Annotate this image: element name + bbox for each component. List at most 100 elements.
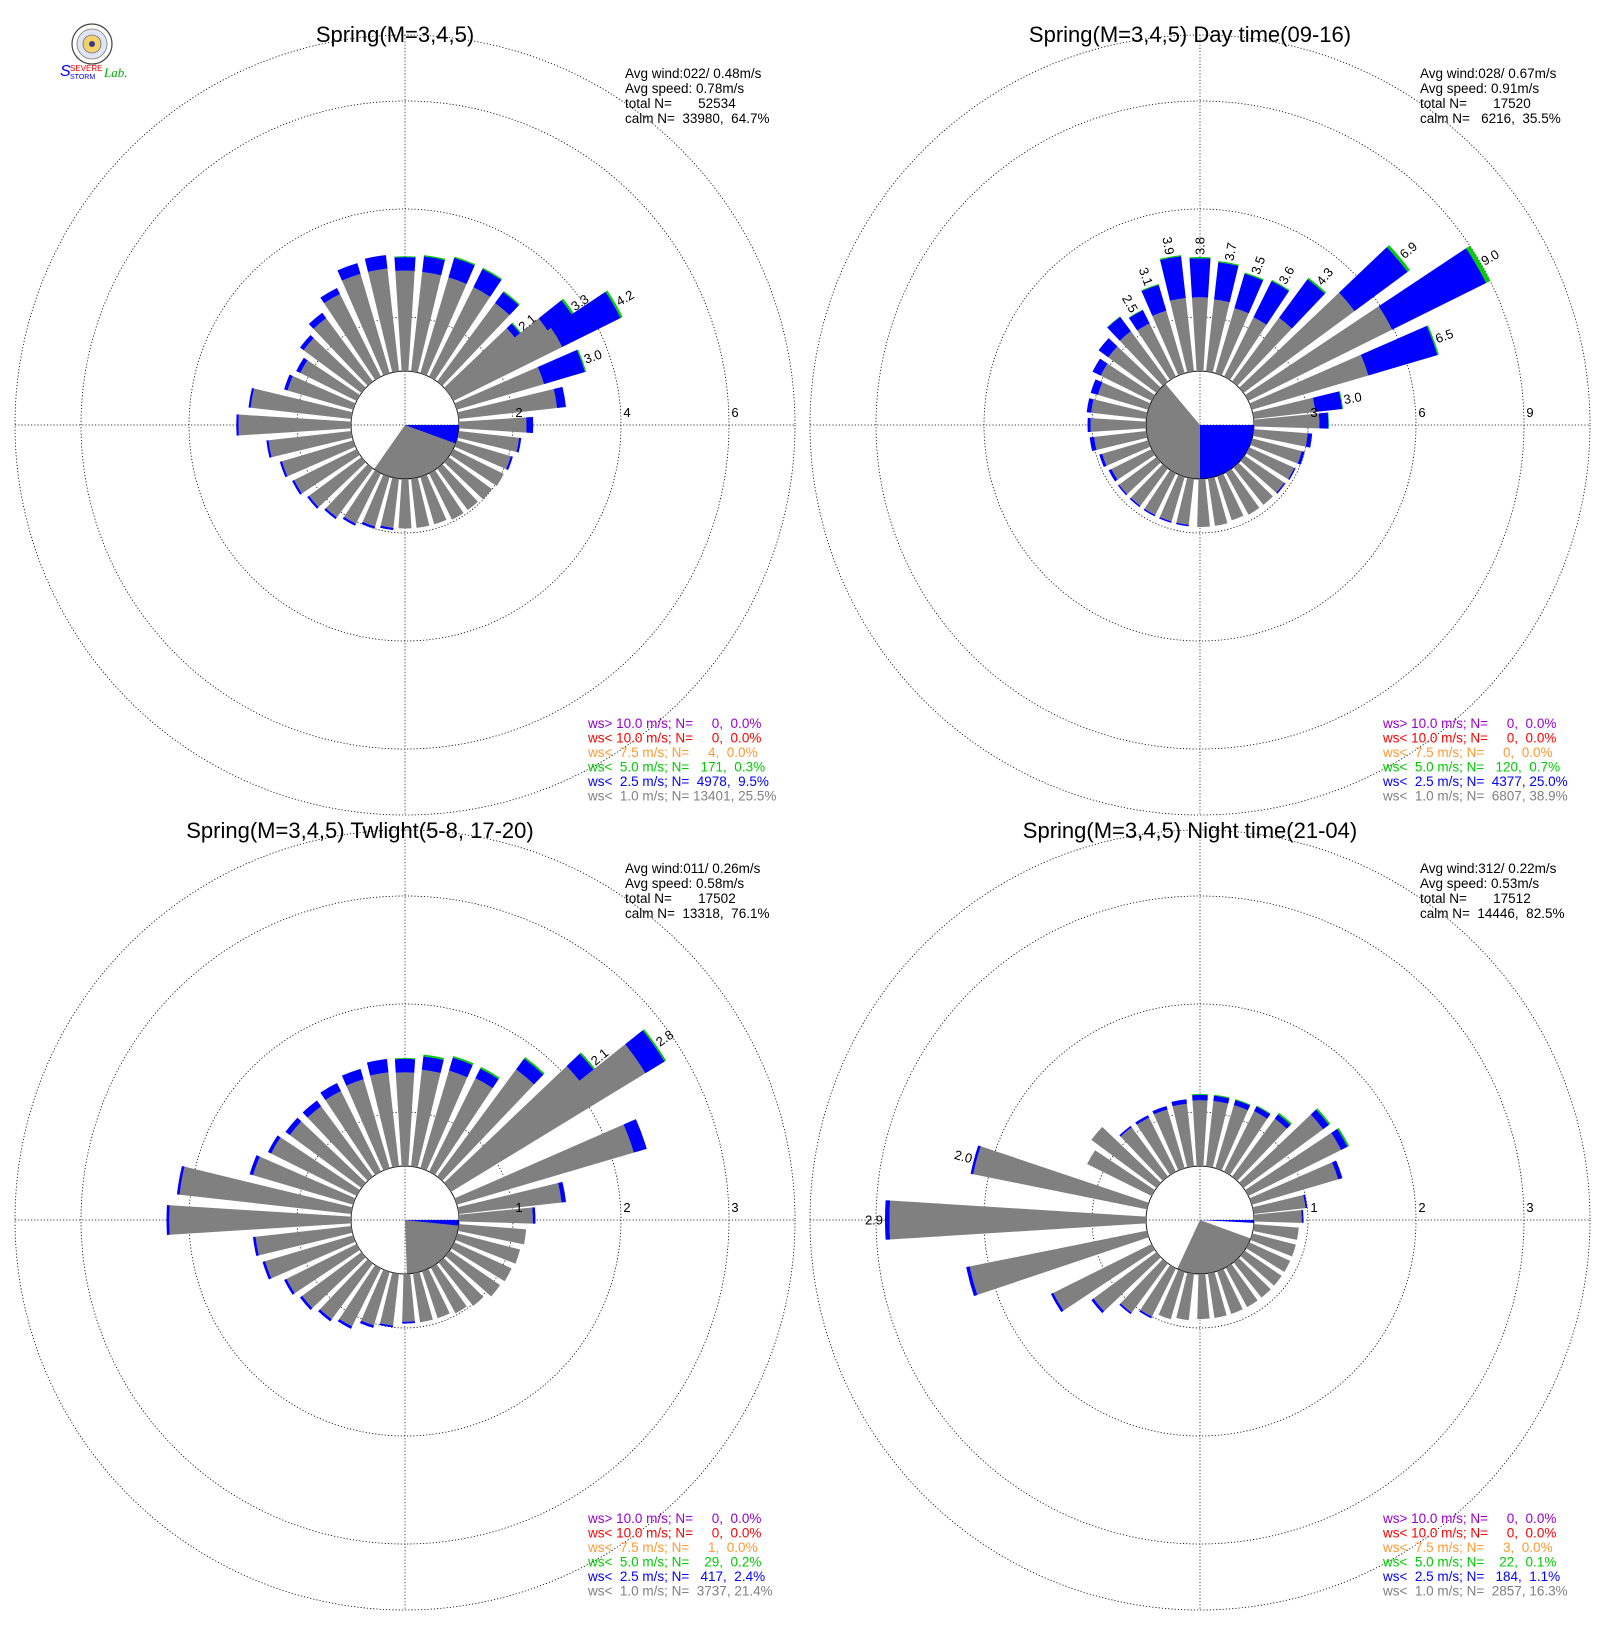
bar-segment-lt1 [1233, 1257, 1271, 1298]
radial-tick-label: 2 [515, 405, 522, 420]
bar-segment-lt1 [1111, 449, 1156, 480]
bar-segment-lt2_5 [1050, 1292, 1064, 1313]
bar-segment-lt5 [394, 1058, 416, 1060]
legend-entry: ws< 1.0 m/s; N= 3737, 21.4% [587, 1584, 773, 1599]
bar-value-label: 9.0 [1479, 246, 1502, 268]
bar-segment-lt1 [458, 1207, 533, 1224]
legend-entry: ws< 5.0 m/s; N= 29, 0.2% [587, 1555, 761, 1570]
bar-segment-lt2_5 [475, 1068, 499, 1089]
bar-segment-lt2_5 [285, 1117, 302, 1136]
bar-segment-lt2_5 [1160, 256, 1186, 301]
bar-segment-lt5 [576, 349, 587, 373]
bar-segment-lt1 [1252, 397, 1316, 419]
calm-sector-gray [1146, 383, 1200, 479]
bar-segment-lt1 [1240, 1250, 1282, 1286]
bar-segment-lt1 [1153, 1109, 1185, 1171]
bar-segment-lt2_5 [299, 335, 314, 351]
bar-segment-lt1 [420, 474, 447, 525]
bar-value-label: 3.5 [1248, 254, 1268, 276]
bar-segment-lt1 [1232, 317, 1292, 386]
bar-segment-lt2_5 [1152, 1106, 1168, 1115]
bar-segment-lt1 [1217, 473, 1244, 521]
bar-segment-lt1 [444, 328, 519, 393]
radial-tick-label: 1 [515, 1200, 522, 1215]
bar-segment-lt1 [447, 1044, 646, 1192]
bar-segment-lt1 [889, 1200, 1147, 1240]
bar-segment-lt1 [1239, 292, 1355, 393]
bar-segment-lt2_5 [421, 1056, 444, 1074]
bar-segment-lt2_5 [1274, 1114, 1291, 1129]
bar-segment-lt5 [1271, 279, 1290, 292]
bar-segment-lt1 [1217, 1268, 1243, 1314]
bar-segment-lt1 [1253, 413, 1320, 429]
bar-segment-lt1 [457, 431, 520, 452]
bar-segment-lt1 [429, 287, 491, 381]
summary-stat: Avg wind:028/ 0.67m/s [1420, 66, 1557, 81]
bar-segment-lt2_5 [337, 1318, 353, 1329]
radial-tick-label: 3 [1310, 405, 1317, 420]
radial-grid-ring-1 [1091, 1111, 1309, 1329]
bar-segment-lt1 [969, 1230, 1149, 1295]
bar-segment-lt2_5 [1189, 258, 1211, 298]
bar-value-label: 3.1 [1136, 265, 1156, 287]
bar-segment-lt2_5 [361, 521, 376, 529]
bar-segment-lt2_5 [1119, 1303, 1132, 1315]
bar-segment-lt1 [429, 469, 464, 520]
panel-title: Spring(M=3,4,5) Day time(09-16) [1029, 22, 1351, 47]
bar-segment-lt1 [1197, 1273, 1210, 1319]
bar-segment-lt5 [480, 1066, 500, 1080]
bar-segment-lt1 [341, 273, 390, 376]
bar-segment-lt1 [1100, 363, 1156, 401]
bar-segment-lt1 [1225, 1263, 1258, 1308]
bar-segment-lt1 [1137, 323, 1176, 381]
bar-segment-lt1 [325, 464, 373, 518]
bar-segment-lt1 [1158, 1269, 1185, 1320]
bar-segment-lt2_5 [284, 1278, 295, 1295]
bar-segment-lt2_5 [324, 508, 337, 520]
bar-segment-lt1 [1094, 431, 1148, 451]
legend-entry: ws< 7.5 m/s; N= 1, 0.0% [587, 1540, 758, 1555]
bar-segment-lt2_5 [537, 349, 586, 385]
bar-segment-lt1 [444, 457, 492, 500]
radial-tick-label: 6 [731, 405, 738, 420]
bar-segment-lt2_5 [1119, 1125, 1132, 1137]
bar-segment-lt1 [1245, 1242, 1291, 1272]
bar-segment-lt2_5 [1288, 467, 1296, 481]
bar-segment-lt2_5 [248, 387, 255, 408]
legend-entry: ws< 10.0 m/s; N= 0, 0.0% [1382, 1526, 1556, 1541]
bar-segment-lt2_5 [1135, 1115, 1150, 1125]
bar-segment-lt5 [454, 256, 476, 266]
bar-segment-lt2_5 [236, 414, 239, 436]
radial-tick-label: 6 [1418, 405, 1425, 420]
bar-segment-lt1 [287, 375, 356, 410]
bar-segment-lt1 [412, 1272, 433, 1323]
bar-segment-lt1 [411, 477, 430, 528]
bar-segment-lt1 [1091, 1126, 1161, 1188]
bar-segment-lt1 [445, 1250, 501, 1297]
bar-segment-lt2_5 [966, 1266, 978, 1297]
bar-segment-lt2_5 [262, 1261, 272, 1280]
bar-segment-lt1 [1091, 399, 1148, 419]
bar-segment-lt1 [420, 277, 467, 376]
legend-entry: ws< 10.0 m/s; N= 0, 0.0% [587, 731, 761, 746]
radial-tick-label: 3 [1526, 1200, 1533, 1215]
bar-segment-lt2_5 [1159, 517, 1172, 523]
bar-segment-lt1 [1249, 1162, 1339, 1205]
bar-segment-lt1 [169, 1205, 352, 1235]
bar-segment-lt5 [423, 1054, 445, 1060]
bar-segment-lt2_5 [623, 1119, 647, 1153]
bar-segment-lt1 [268, 431, 353, 458]
summary-stat: Avg speed: 0.53m/s [1420, 876, 1539, 891]
bar-segment-lt1 [1250, 438, 1302, 464]
bar-segment-lt1 [1253, 1210, 1302, 1223]
bar-segment-lt1 [438, 1257, 484, 1307]
bar-segment-lt1 [1176, 477, 1194, 525]
bar-segment-lt5 [1128, 309, 1143, 319]
bar-segment-lt1 [1249, 354, 1369, 410]
bar-segment-lt2_5 [1087, 417, 1091, 433]
bar-segment-lt2_5 [970, 1145, 981, 1175]
bar-segment-lt2_5 [1139, 1309, 1152, 1319]
calm-sector-blue [1200, 1220, 1254, 1223]
bar-segment-lt2_5 [1141, 284, 1167, 316]
